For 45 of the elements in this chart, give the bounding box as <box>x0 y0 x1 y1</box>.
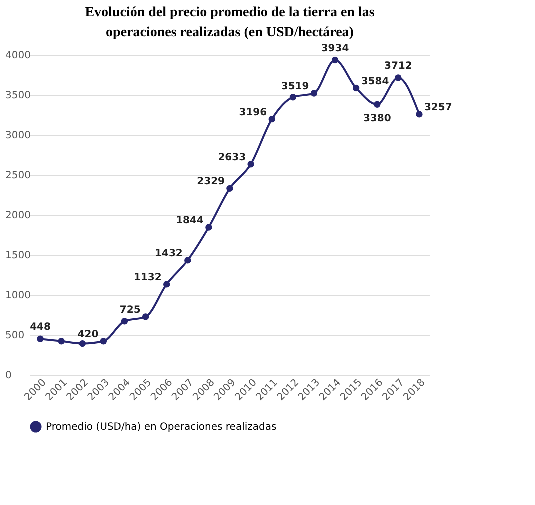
legend-label: Promedio (USD/ha) en Operaciones realizadas <box>46 422 277 433</box>
point <box>163 281 170 288</box>
data-label: 3934 <box>321 43 350 54</box>
point <box>121 318 128 325</box>
y-tick-label: 4000 <box>6 50 31 62</box>
y-tick-label: 500 <box>6 330 25 342</box>
point <box>37 336 44 343</box>
data-label: 3196 <box>239 107 268 118</box>
y-tick-label: 2000 <box>6 210 31 222</box>
point <box>310 90 318 97</box>
point <box>79 340 86 348</box>
point <box>100 338 108 345</box>
y-tick-label: 3000 <box>6 130 31 142</box>
data-label: 1432 <box>155 248 183 260</box>
data-label: 448 <box>30 322 52 334</box>
point <box>332 56 339 64</box>
point <box>352 84 360 92</box>
point <box>226 185 234 192</box>
data-label: 3519 <box>281 81 310 92</box>
point <box>248 161 254 168</box>
y-tick-label: 0 <box>6 370 12 382</box>
point <box>374 101 381 108</box>
data-label: 3584 <box>361 76 390 88</box>
point <box>206 224 212 231</box>
data-label: 3380 <box>363 114 392 125</box>
data-label: 2329 <box>197 176 226 188</box>
point <box>290 94 297 101</box>
chart-title: Evolución del precio promedio de la tierra en las operaciones realizadas (en USD/hectárea) <box>85 5 376 40</box>
y-tick-label: 2500 <box>6 170 31 182</box>
data-label: 420 <box>78 329 99 340</box>
point <box>58 338 65 345</box>
data-label: 3257 <box>424 102 452 114</box>
data-label: 3712 <box>384 61 412 72</box>
data-label: 725 <box>120 305 141 316</box>
y-tick-label: 1000 <box>6 290 31 302</box>
data-label: 1132 <box>134 272 162 284</box>
data-label: 1844 <box>176 215 204 226</box>
y-tick-label: 1500 <box>6 250 31 262</box>
point <box>395 74 402 82</box>
point <box>268 116 276 123</box>
point <box>142 314 150 320</box>
data-label: 2633 <box>218 152 246 164</box>
y-tick-label: 3500 <box>6 90 31 102</box>
point <box>184 257 192 264</box>
point <box>416 111 423 118</box>
